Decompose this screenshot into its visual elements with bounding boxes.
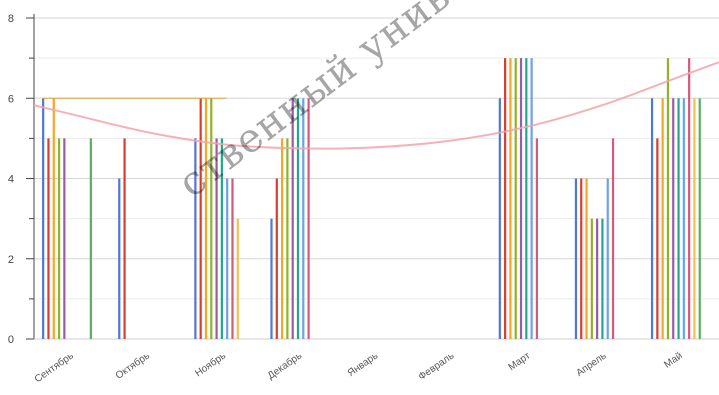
bar xyxy=(291,98,294,339)
bar xyxy=(535,138,539,339)
bar xyxy=(661,98,664,339)
x-tick-label: Сентябрь xyxy=(32,350,76,386)
y-tick-label: 8 xyxy=(8,13,14,25)
bar xyxy=(585,178,588,339)
bar xyxy=(596,218,599,339)
x-tick-label: Декабрь xyxy=(265,350,304,382)
bar xyxy=(580,178,583,339)
bar xyxy=(226,178,229,339)
bar xyxy=(118,178,121,339)
bar xyxy=(63,138,66,339)
bar xyxy=(606,178,609,339)
bar xyxy=(650,98,654,339)
bar xyxy=(89,138,92,339)
bar xyxy=(307,98,310,339)
bar xyxy=(123,138,126,339)
x-tick-label: Апрель xyxy=(574,350,608,378)
bar xyxy=(215,138,218,339)
bar xyxy=(199,98,202,339)
bar xyxy=(204,98,208,339)
bar xyxy=(220,138,223,339)
bar xyxy=(275,178,278,339)
bar xyxy=(194,138,197,339)
bar xyxy=(601,218,604,339)
bar xyxy=(574,178,578,339)
bar xyxy=(530,58,533,339)
bar xyxy=(286,138,289,339)
bar xyxy=(302,98,305,339)
y-tick-label: 2 xyxy=(8,254,14,266)
y-tick-label: 4 xyxy=(8,174,14,186)
x-tick-label: Ноябрь xyxy=(193,350,228,380)
bar xyxy=(231,178,234,339)
bar xyxy=(47,138,50,339)
bar xyxy=(296,98,300,339)
bar xyxy=(656,138,659,339)
bar xyxy=(210,98,213,339)
bar xyxy=(693,98,696,339)
x-tick-label: Октябрь xyxy=(113,350,152,382)
bar xyxy=(688,58,691,339)
y-tick-label: 0 xyxy=(8,334,14,346)
x-tick-label: Январь xyxy=(346,350,380,379)
bar xyxy=(52,98,55,339)
bar xyxy=(666,58,670,339)
x-tick-label: Февраль xyxy=(417,350,457,382)
bar xyxy=(677,98,680,339)
bar xyxy=(498,98,501,339)
y-tick-label: 6 xyxy=(8,93,14,105)
bar xyxy=(525,58,528,339)
bar xyxy=(590,218,593,339)
bar xyxy=(519,58,523,339)
bar xyxy=(280,138,284,339)
bar xyxy=(42,98,45,339)
x-tick-label: Май xyxy=(662,350,684,370)
bar xyxy=(682,98,685,339)
bar xyxy=(57,138,61,339)
bar xyxy=(672,98,675,339)
bar xyxy=(509,58,512,339)
bar xyxy=(611,138,615,339)
bar xyxy=(514,58,517,339)
bar xyxy=(698,98,701,339)
bar xyxy=(270,218,273,339)
x-tick-label: Март xyxy=(507,350,533,373)
bar xyxy=(236,218,239,339)
bar xyxy=(504,58,507,339)
trend-curve xyxy=(33,61,719,150)
